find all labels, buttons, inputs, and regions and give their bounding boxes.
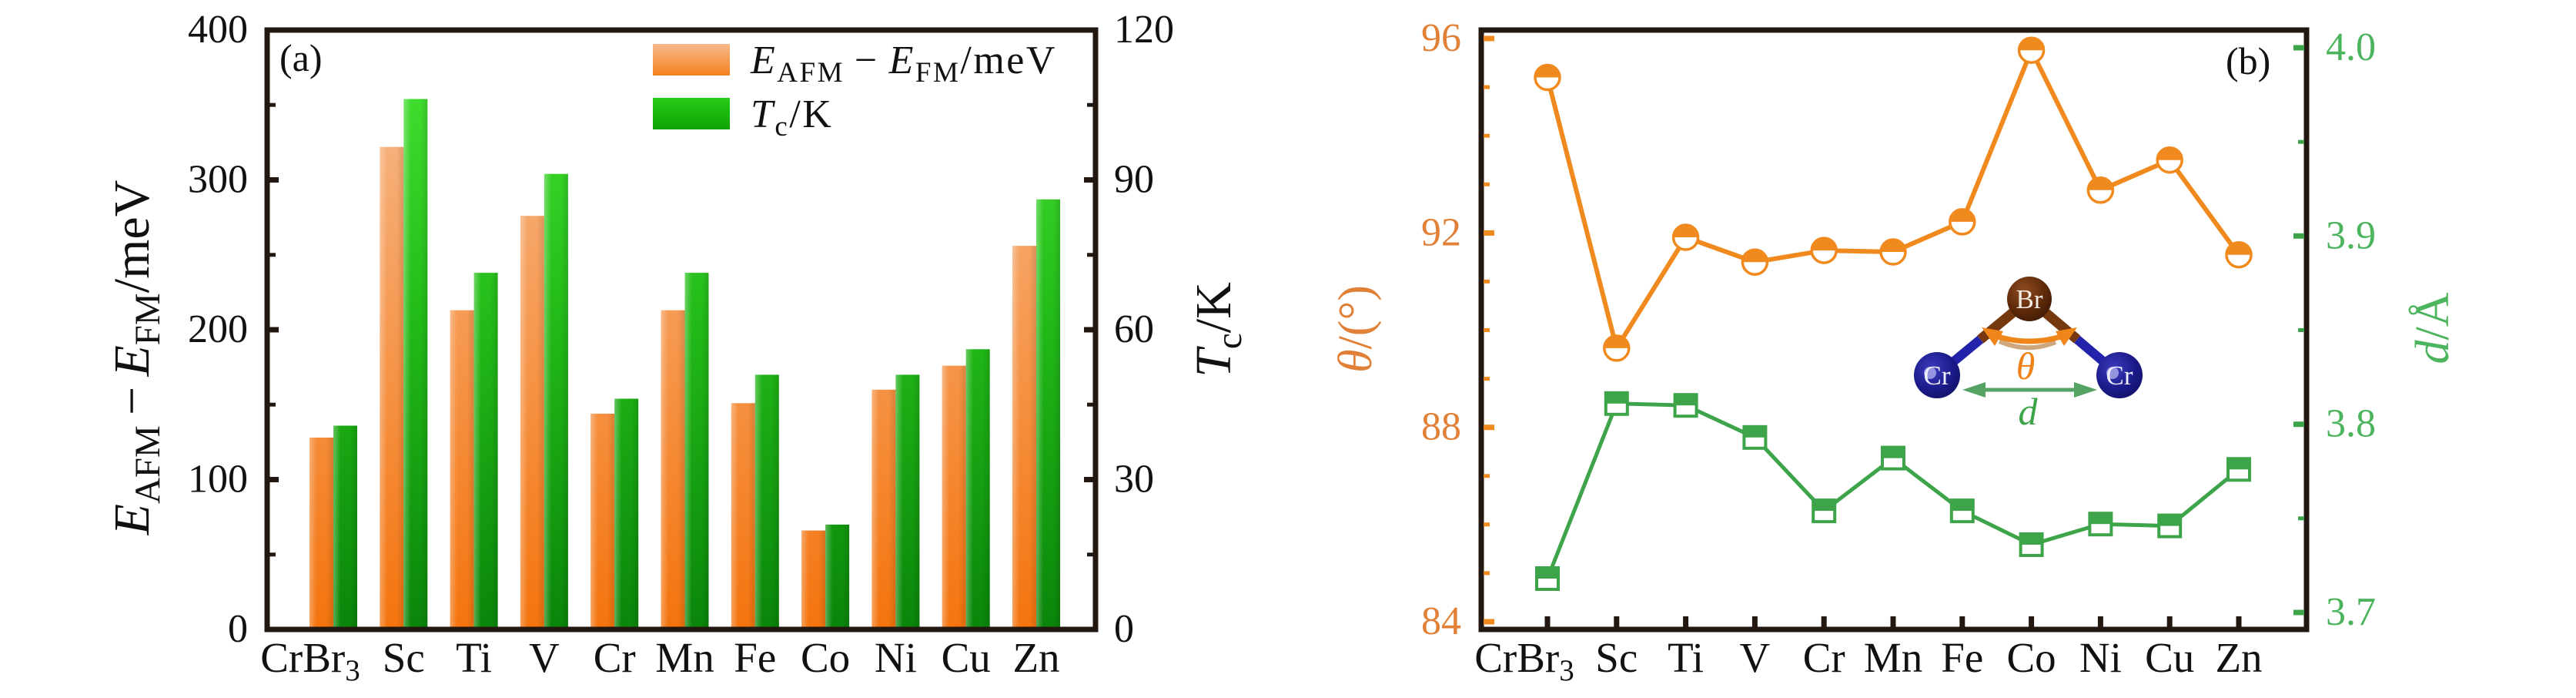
svg-text:Fe: Fe bbox=[1941, 634, 1983, 681]
svg-text:0: 0 bbox=[228, 607, 248, 651]
svg-text:Tc/K: Tc/K bbox=[1186, 282, 1250, 378]
svg-text:100: 100 bbox=[188, 458, 248, 502]
svg-text:Zn: Zn bbox=[1012, 634, 1059, 681]
svg-text:Br: Br bbox=[2016, 284, 2043, 314]
svg-text:3.9: 3.9 bbox=[2326, 213, 2376, 257]
svg-text:Sc: Sc bbox=[383, 634, 425, 681]
svg-text:400: 400 bbox=[188, 8, 248, 52]
svg-text:V: V bbox=[1740, 634, 1771, 681]
svg-text:Mn: Mn bbox=[1864, 634, 1922, 681]
svg-text:Co: Co bbox=[801, 634, 850, 681]
svg-text:d/Å: d/Å bbox=[2407, 292, 2459, 364]
svg-text:EAFM − EFM/meV: EAFM − EFM/meV bbox=[104, 180, 168, 536]
svg-text:θ: θ bbox=[2016, 344, 2036, 388]
svg-text:4.0: 4.0 bbox=[2326, 25, 2376, 69]
svg-text:Cu: Cu bbox=[942, 634, 991, 681]
svg-text:Ti: Ti bbox=[456, 634, 492, 681]
svg-text:Cr: Cr bbox=[1924, 361, 1951, 391]
svg-text:0: 0 bbox=[1114, 607, 1134, 651]
svg-text:Cr: Cr bbox=[1803, 634, 1845, 681]
svg-text:30: 30 bbox=[1114, 458, 1154, 502]
svg-text:300: 300 bbox=[188, 158, 248, 202]
svg-text:Cr: Cr bbox=[594, 634, 636, 681]
svg-text:84: 84 bbox=[1421, 599, 1461, 643]
svg-text:Co: Co bbox=[2007, 634, 2056, 681]
svg-text:Cr: Cr bbox=[2106, 361, 2133, 391]
svg-text:Ni: Ni bbox=[875, 634, 917, 681]
svg-text:88: 88 bbox=[1421, 405, 1461, 449]
svg-text:Mn: Mn bbox=[655, 634, 714, 681]
svg-text:Fe: Fe bbox=[734, 634, 776, 681]
svg-text:200: 200 bbox=[188, 307, 248, 351]
svg-text:(b): (b) bbox=[2226, 39, 2270, 82]
svg-text:96: 96 bbox=[1421, 16, 1461, 60]
svg-text:EAFM − EFM/meV: EAFM − EFM/meV bbox=[750, 39, 1057, 89]
svg-text:60: 60 bbox=[1114, 307, 1154, 351]
svg-text:CrBr3: CrBr3 bbox=[260, 634, 360, 687]
svg-text:Cu: Cu bbox=[2145, 634, 2194, 681]
svg-text:θ/(°): θ/(°) bbox=[1330, 285, 1382, 373]
svg-text:Zn: Zn bbox=[2215, 634, 2262, 681]
svg-text:3.7: 3.7 bbox=[2326, 590, 2376, 634]
svg-text:Tc/K: Tc/K bbox=[751, 92, 833, 143]
svg-text:92: 92 bbox=[1421, 210, 1461, 254]
svg-text:Ti: Ti bbox=[1668, 634, 1704, 681]
svg-text:(a): (a) bbox=[279, 36, 323, 79]
svg-text:d: d bbox=[2019, 390, 2039, 433]
svg-text:3.8: 3.8 bbox=[2326, 402, 2376, 446]
svg-text:V: V bbox=[529, 634, 560, 681]
svg-text:90: 90 bbox=[1114, 158, 1154, 202]
svg-text:Ni: Ni bbox=[2079, 634, 2122, 681]
svg-text:Sc: Sc bbox=[1595, 634, 1638, 681]
svg-text:CrBr3: CrBr3 bbox=[1474, 634, 1574, 687]
svg-text:120: 120 bbox=[1114, 8, 1174, 52]
